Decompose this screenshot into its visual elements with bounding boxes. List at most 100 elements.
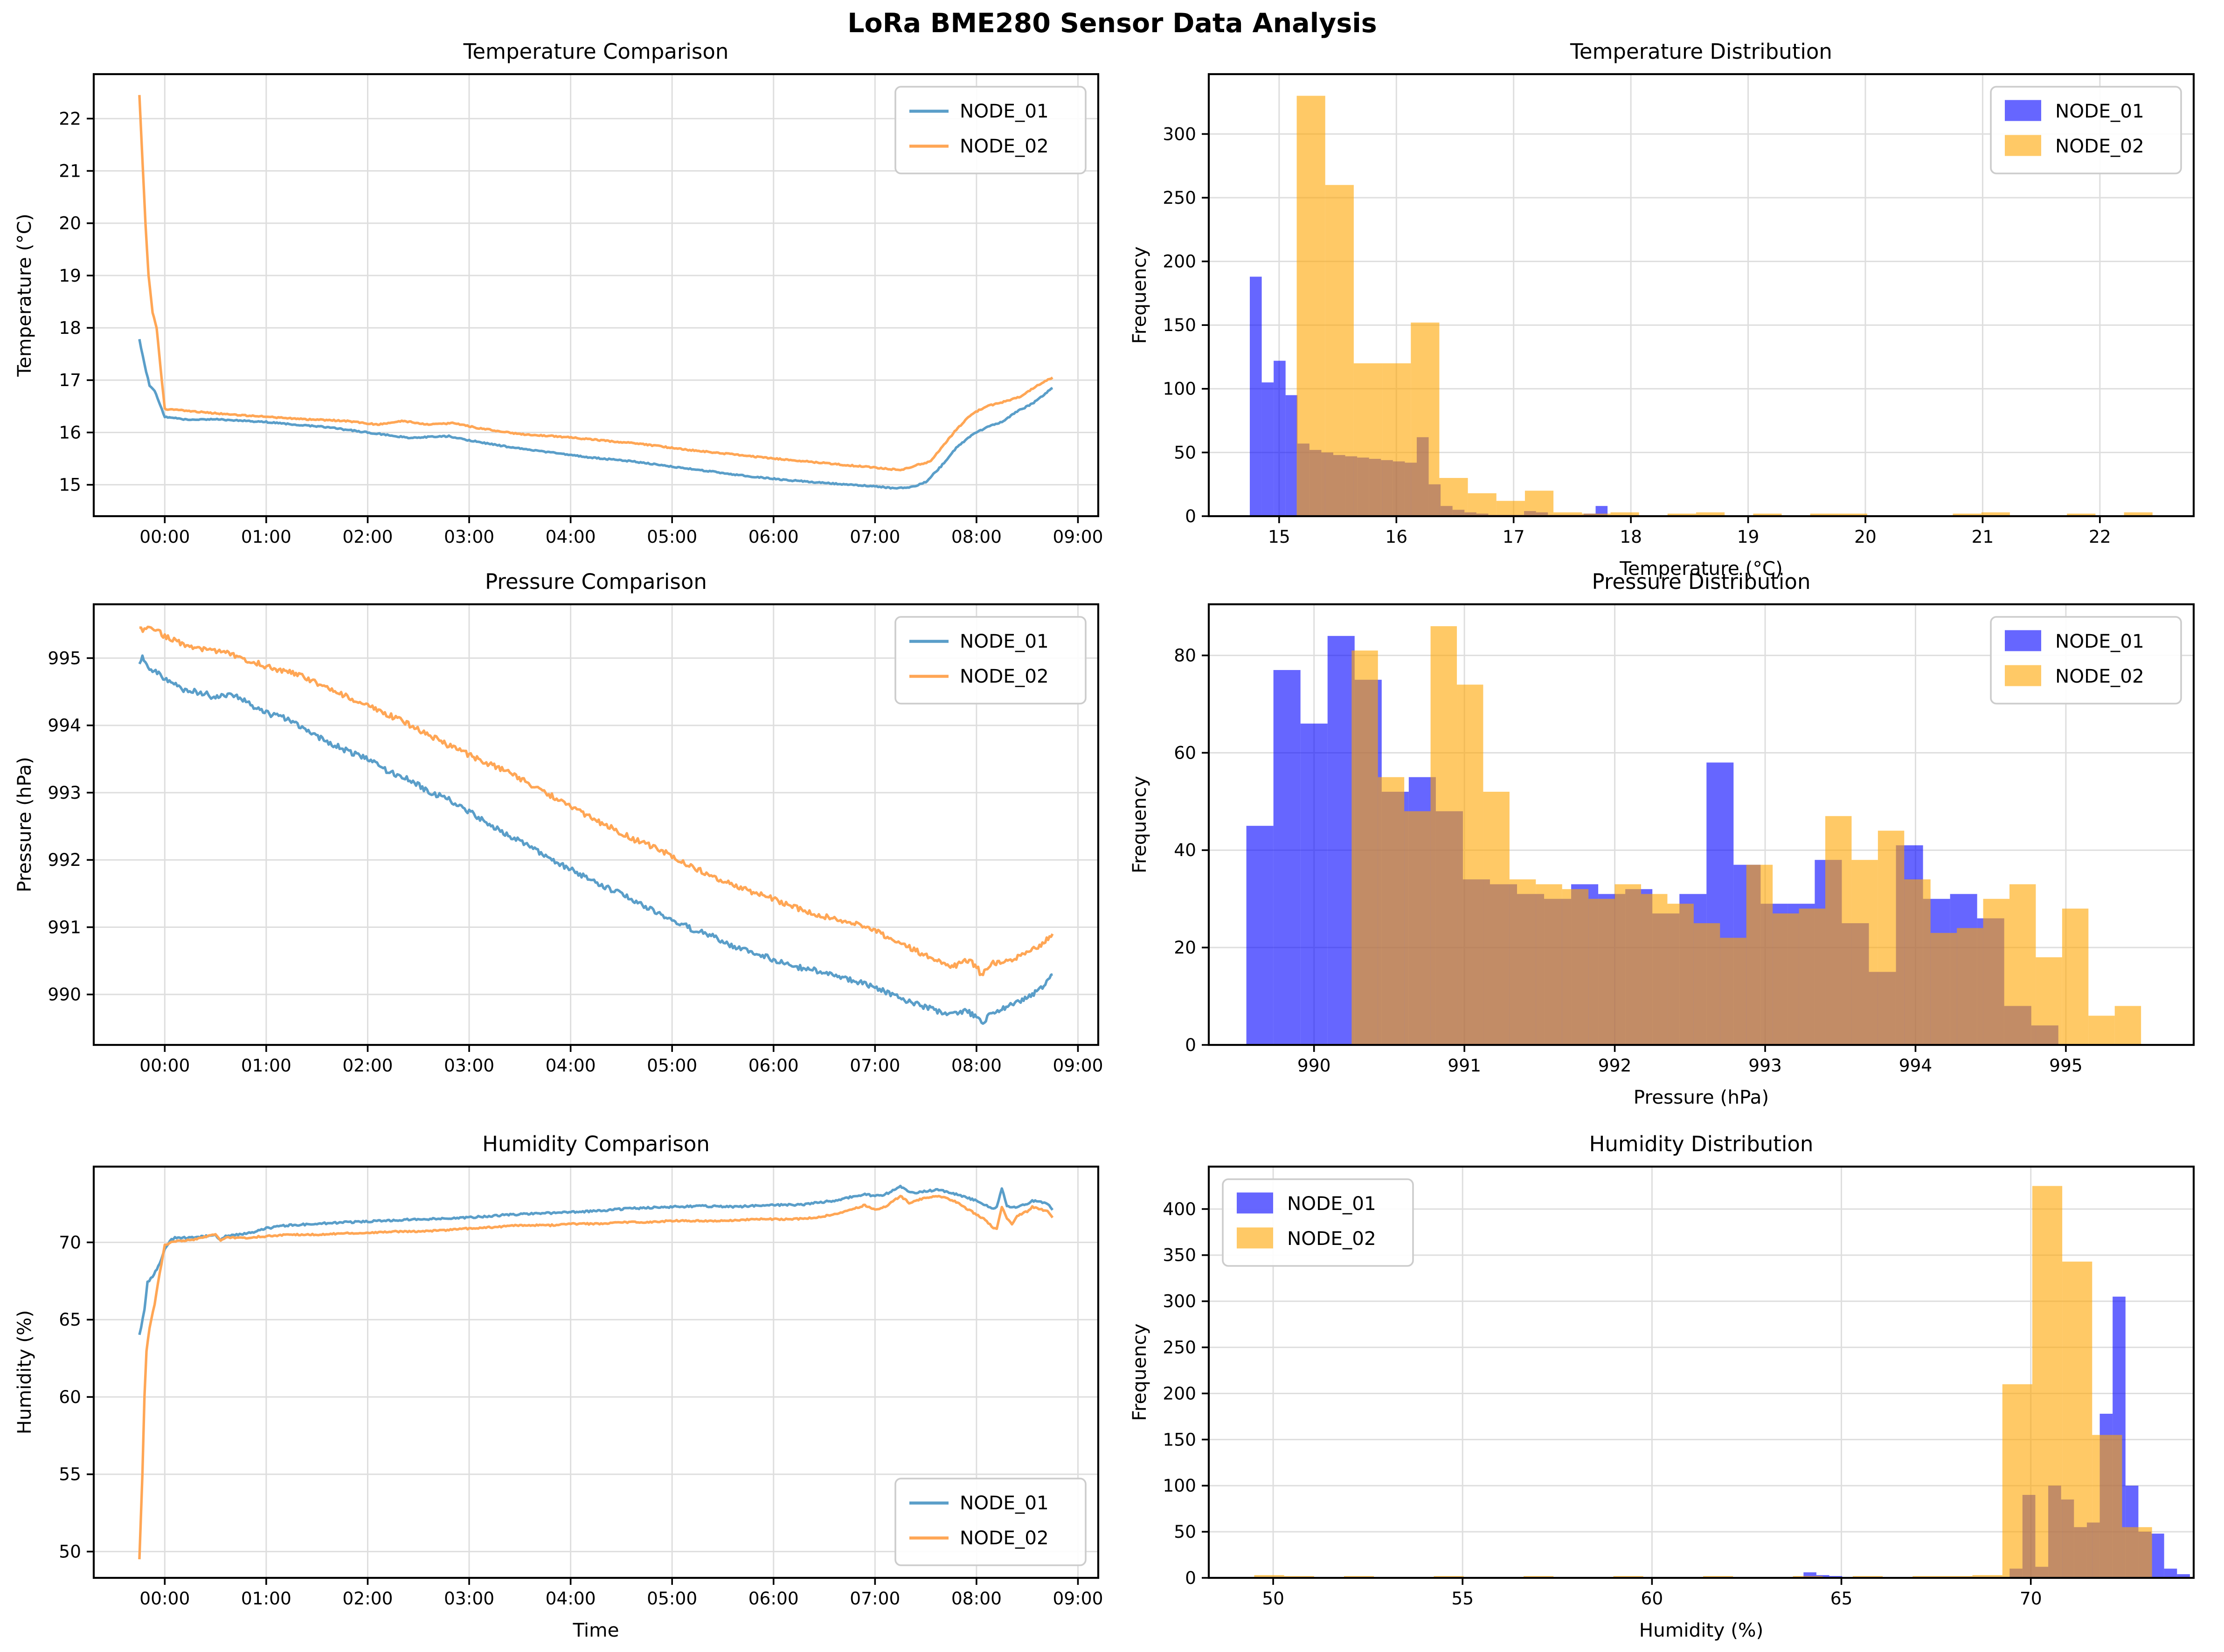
svg-text:65: 65: [1830, 1588, 1853, 1609]
svg-text:15: 15: [59, 475, 81, 495]
svg-text:995: 995: [48, 648, 81, 668]
legend-label: NODE_02: [960, 665, 1049, 687]
svg-text:04:00: 04:00: [546, 1588, 596, 1609]
svg-text:991: 991: [1448, 1055, 1481, 1076]
chart-title: Humidity Distribution: [1589, 1132, 1814, 1156]
svg-text:06:00: 06:00: [748, 526, 799, 547]
x-axis-label: Pressure (hPa): [1634, 1086, 1769, 1108]
legend-label: NODE_01: [2055, 100, 2144, 122]
x-axis-label: Time: [572, 1619, 619, 1641]
svg-text:05:00: 05:00: [647, 1588, 697, 1609]
svg-text:19: 19: [1737, 526, 1760, 547]
hum-comp-chart: 00:00 01:00 02:00 03:00 04:00 05:00 06:00 07:00…: [13, 1132, 1103, 1641]
tick-labels: 15 16 17 18 19 20 21 22 0 50 100 150 200 250 300: [1163, 124, 2111, 547]
svg-text:150: 150: [1163, 315, 1196, 335]
svg-text:00:00: 00:00: [139, 1588, 190, 1609]
temp-comp-chart: 00:00 01:00 02:00 03:00 04:00 05:00 06:00 07:00…: [13, 39, 1103, 547]
svg-text:0: 0: [1185, 1035, 1196, 1055]
legend-label: NODE_02: [1287, 1227, 1376, 1250]
svg-text:17: 17: [59, 370, 81, 390]
svg-text:02:00: 02:00: [342, 1055, 393, 1076]
svg-text:16: 16: [59, 422, 81, 442]
legend-swatch: [1237, 1192, 1273, 1214]
svg-text:300: 300: [1163, 1291, 1196, 1312]
temp-dist-chart: 15 16 17 18 19 20 21 22 0 50 100 150 200 250 300 Temper…: [1128, 39, 2195, 580]
svg-text:07:00: 07:00: [850, 526, 900, 547]
series-node_02: [138, 1195, 1054, 1560]
svg-text:993: 993: [1748, 1055, 1782, 1076]
legend-label: NODE_01: [960, 100, 1049, 122]
series-node_01: [138, 654, 1053, 1025]
svg-text:70: 70: [2020, 1588, 2042, 1609]
svg-text:17: 17: [1503, 526, 1525, 547]
tick-labels: 50 55 60 65 70 0 50 100 150 200 250 300 350 400: [1163, 1199, 2042, 1609]
svg-text:21: 21: [1972, 526, 1994, 547]
pres-comp-chart: 00:00 01:00 02:00 03:00 04:00 05:00 06:00 07:00…: [13, 569, 1103, 1076]
legend-label: NODE_02: [2055, 135, 2144, 157]
y-axis-label: Temperature (°C): [13, 214, 35, 377]
legend: NODE_01 NODE_02: [894, 1478, 1087, 1566]
svg-text:06:00: 06:00: [748, 1055, 799, 1076]
chart-title: Pressure Distribution: [1592, 569, 1811, 594]
chart-title: Temperature Comparison: [463, 39, 729, 64]
svg-text:990: 990: [48, 984, 81, 1005]
legend-label: NODE_01: [960, 630, 1049, 652]
legend-label: NODE_02: [2055, 665, 2144, 687]
legend: NODE_01 NODE_02: [1990, 86, 2182, 174]
svg-text:08:00: 08:00: [951, 1055, 1002, 1076]
svg-text:06:00: 06:00: [748, 1588, 799, 1609]
svg-text:60: 60: [59, 1387, 81, 1407]
tick-labels: 00:00 01:00 02:00 03:00 04:00 05:00 06:00 07:00…: [48, 648, 1103, 1076]
legend: NODE_01 NODE_02: [894, 86, 1087, 174]
svg-text:994: 994: [48, 715, 81, 736]
svg-text:0: 0: [1185, 1568, 1196, 1588]
svg-text:20: 20: [1174, 937, 1196, 958]
svg-text:09:00: 09:00: [1053, 526, 1103, 547]
svg-text:08:00: 08:00: [951, 526, 1002, 547]
svg-text:05:00: 05:00: [647, 526, 697, 547]
legend-swatch: [1237, 1227, 1273, 1249]
svg-text:15: 15: [1268, 526, 1290, 547]
svg-text:65: 65: [59, 1309, 81, 1330]
svg-text:20: 20: [59, 213, 81, 234]
svg-text:60: 60: [1174, 742, 1196, 763]
series-node_02: [1254, 1186, 2152, 1578]
svg-text:80: 80: [1174, 645, 1196, 666]
y-axis-label: Frequency: [1128, 246, 1150, 344]
series-node_02: [139, 625, 1054, 976]
gridlines: [94, 604, 1098, 1045]
y-axis-label: Frequency: [1128, 1323, 1150, 1421]
legend: NODE_01 NODE_02: [894, 616, 1087, 705]
svg-text:990: 990: [1297, 1055, 1331, 1076]
svg-text:22: 22: [59, 108, 81, 129]
series-node_01: [138, 1184, 1054, 1335]
chart-title: Temperature Distribution: [1570, 39, 1832, 64]
svg-text:16: 16: [1385, 526, 1407, 547]
legend: NODE_01 NODE_02: [1990, 616, 2182, 705]
svg-text:400: 400: [1163, 1199, 1196, 1219]
hum-dist-chart: 50 55 60 65 70 0 50 100 150 200 250 300 350 400 Humidi…: [1128, 1132, 2195, 1641]
tick-labels: 00:00 01:00 02:00 03:00 04:00 05:00 06:00 07:00…: [59, 1232, 1103, 1609]
svg-text:09:00: 09:00: [1053, 1055, 1103, 1076]
svg-text:200: 200: [1163, 251, 1196, 272]
plot-border: [1207, 1165, 2195, 1579]
plot-border: [1207, 603, 2195, 1046]
svg-text:40: 40: [1174, 840, 1196, 860]
legend-swatch: [2005, 630, 2041, 651]
y-axis-label: Humidity (%): [13, 1310, 35, 1435]
plot-border: [92, 603, 1100, 1046]
svg-text:250: 250: [1163, 187, 1196, 208]
svg-text:01:00: 01:00: [241, 1588, 291, 1609]
svg-text:995: 995: [2049, 1055, 2083, 1076]
svg-text:01:00: 01:00: [241, 1055, 291, 1076]
svg-text:200: 200: [1163, 1383, 1196, 1403]
svg-text:0: 0: [1185, 506, 1196, 526]
svg-text:04:00: 04:00: [546, 526, 596, 547]
svg-text:50: 50: [59, 1541, 81, 1562]
legend-label: NODE_01: [2055, 630, 2144, 652]
plot-border: [92, 73, 1100, 518]
legend-label: NODE_01: [960, 1492, 1049, 1514]
chart-title: Pressure Comparison: [485, 569, 707, 594]
svg-text:09:00: 09:00: [1053, 1588, 1103, 1609]
svg-text:21: 21: [59, 160, 81, 181]
